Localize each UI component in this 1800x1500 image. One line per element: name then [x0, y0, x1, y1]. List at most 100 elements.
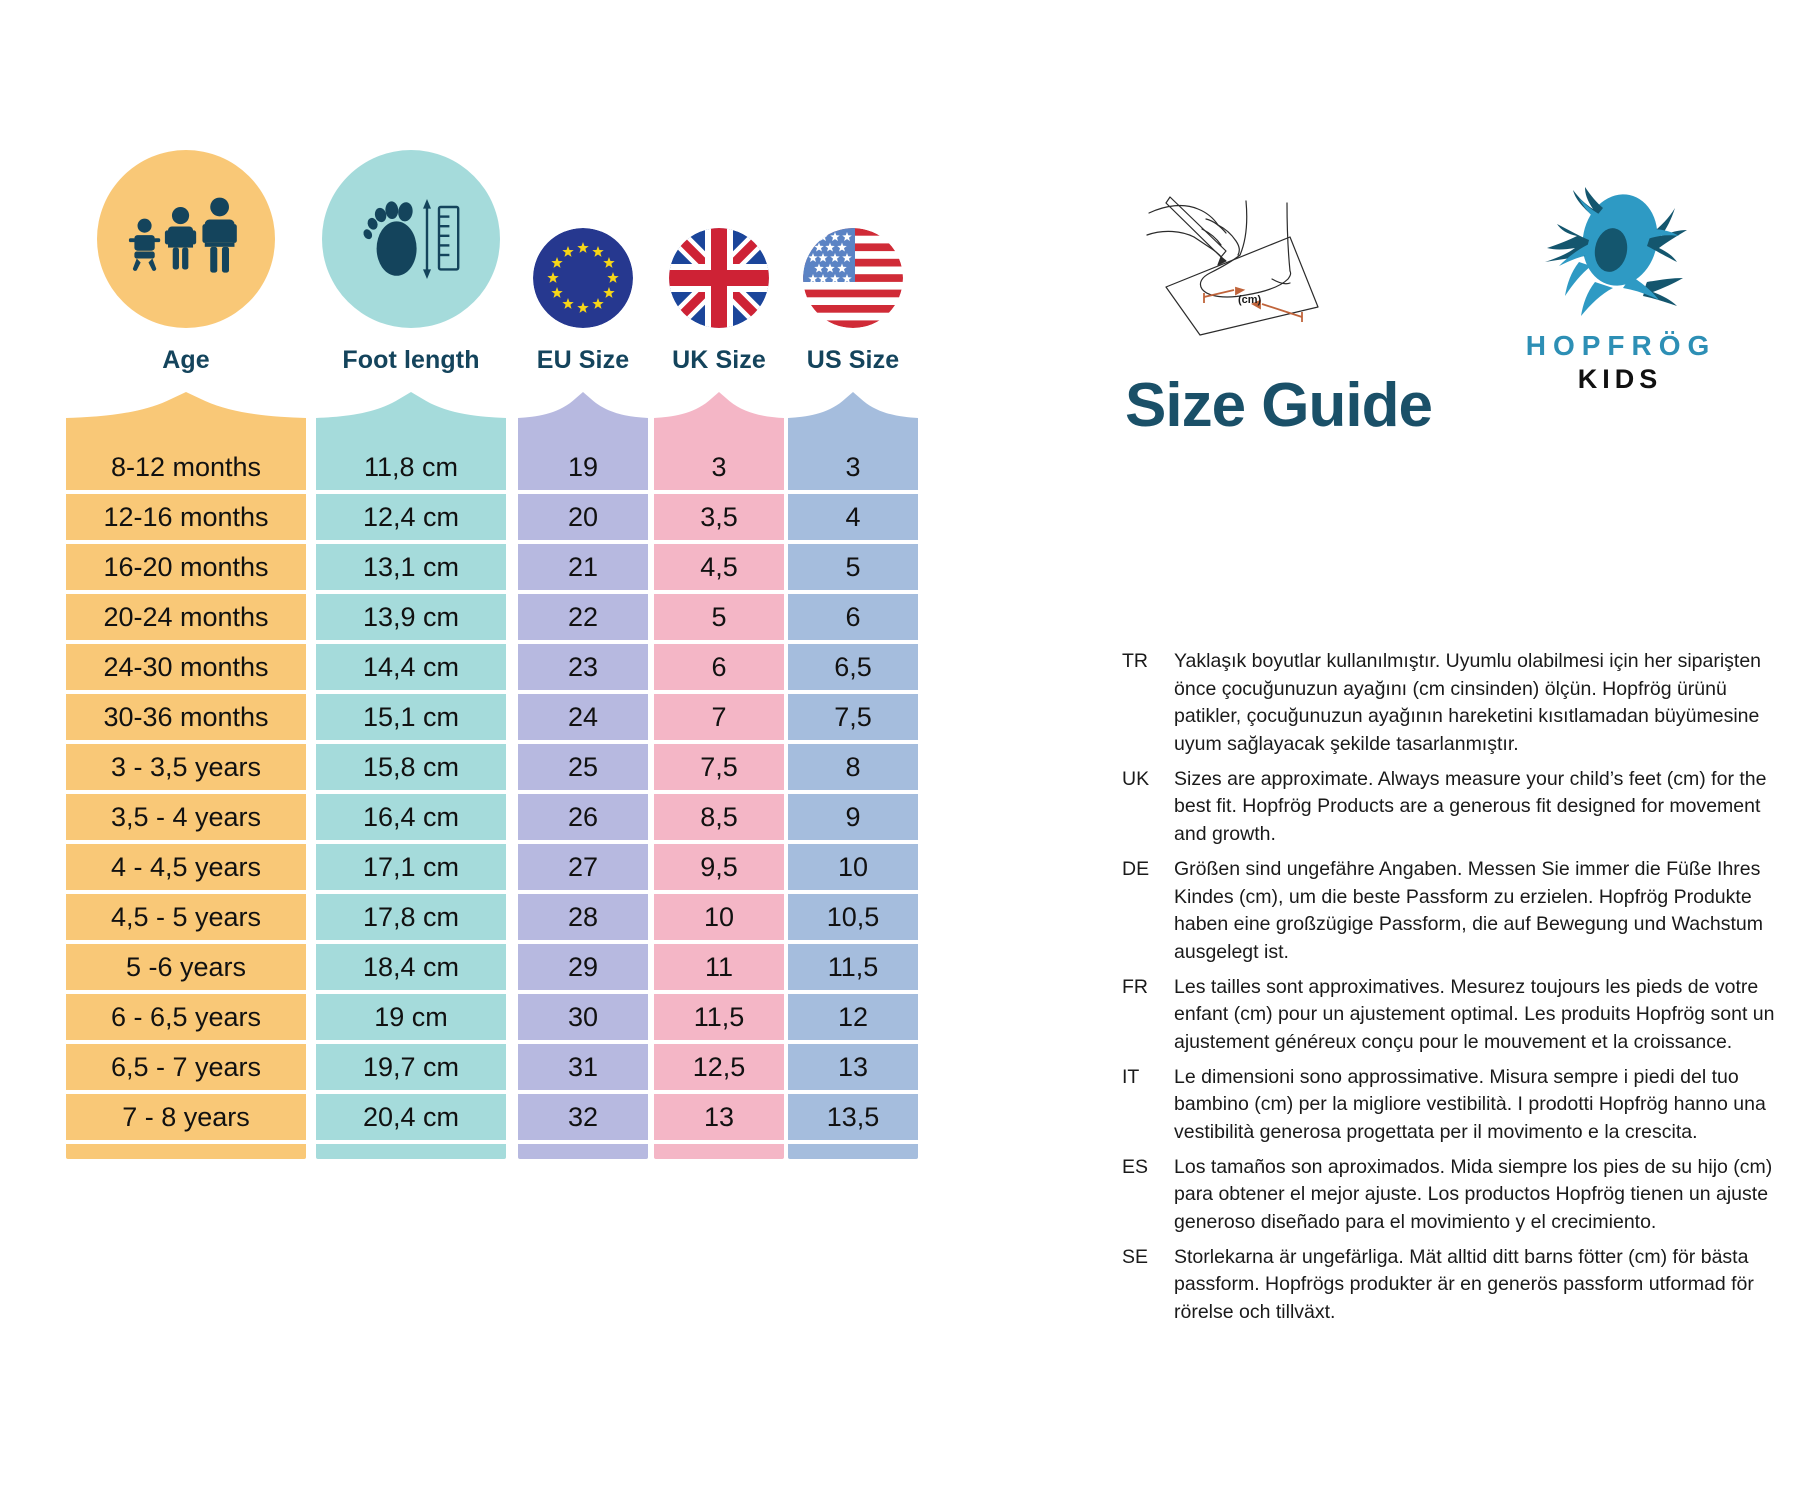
column-footer-foot [316, 1144, 506, 1159]
table-cell: 13,5 [788, 1094, 918, 1140]
language-note-text: Sizes are approximate. Always measure yo… [1174, 767, 1767, 846]
brand-sub: KIDS [1577, 364, 1663, 394]
column-footer-uk [654, 1144, 784, 1159]
table-cell: 21 [518, 544, 648, 590]
column-footer-eu [518, 1144, 648, 1159]
table-cell: 10,5 [788, 894, 918, 940]
table-cell: 11,8 cm [316, 444, 506, 490]
table-cell: 19,7 cm [316, 1044, 506, 1090]
language-code: DE [1122, 857, 1150, 880]
table-cell: 22 [518, 594, 648, 640]
language-note: TR Yaklaşık boyutlar kullanılmıştır. Uyum… [1122, 648, 1787, 759]
table-cell: 16-20 months [66, 544, 306, 590]
language-notes: TR Yaklaşık boyutlar kullanılmıştır. Uyum… [1122, 648, 1787, 1334]
column-header-banner-uk [654, 392, 784, 444]
table-cell: 5 [788, 544, 918, 590]
table-cell: 9,5 [654, 844, 784, 890]
table-cell: 12-16 months [66, 494, 306, 540]
table-cell: 3,5 [654, 494, 784, 540]
column-label-age: Age [162, 346, 210, 374]
table-cell: 17,1 cm [316, 844, 506, 890]
table-cell: 27 [518, 844, 648, 890]
language-note: SE Storlekarna är ungefärliga. Mät alltid… [1122, 1244, 1787, 1327]
table-cell: 10 [788, 844, 918, 890]
table-cell: 29 [518, 944, 648, 990]
table-cell: 3 - 3,5 years [66, 744, 306, 790]
table-cell: 6 [654, 644, 784, 690]
table-cell: 4,5 [654, 544, 784, 590]
table-cell: 20-24 months [66, 594, 306, 640]
language-note: UK Sizes are approximate. Always measure … [1122, 766, 1787, 849]
language-note: IT Le dimensioni sono approssimative. Mis… [1122, 1064, 1787, 1147]
table-cell: 7,5 [654, 744, 784, 790]
table-cell: 7,5 [788, 694, 918, 740]
language-code: SE [1122, 1245, 1149, 1268]
table-cell: 12 [788, 994, 918, 1040]
table-cell: 15,8 cm [316, 744, 506, 790]
table-cell: 30 [518, 994, 648, 1040]
language-code: IT [1122, 1065, 1140, 1088]
table-cell: 6,5 - 7 years [66, 1044, 306, 1090]
table-cell: 6,5 [788, 644, 918, 690]
column-label-us: US Size [806, 346, 900, 374]
column-header-banner-eu [518, 392, 648, 444]
table-cell: 16,4 cm [316, 794, 506, 840]
children-icon [97, 150, 275, 328]
foot-tracing-svg: (cm) [1146, 196, 1319, 336]
language-code: TR [1122, 650, 1148, 672]
frog-icon [1544, 187, 1687, 316]
table-cell: 4 - 4,5 years [66, 844, 306, 890]
table-cell: 13,9 cm [316, 594, 506, 640]
table-cell: 8 [788, 744, 918, 790]
footprint-ruler-icon [322, 150, 500, 328]
language-note: DE Größen sind ungefähre Angaben. Messen … [1122, 856, 1787, 967]
table-cell: 20 [518, 494, 648, 540]
page-title: Size Guide [1125, 371, 1433, 440]
table-cell: 20,4 cm [316, 1094, 506, 1140]
table-cell: 10 [654, 894, 784, 940]
table-cell: 11 [654, 944, 784, 990]
table-cell: 8-12 months [66, 444, 306, 490]
column-cells-foot: 11,8 cm 12,4 cm 13,1 cm 13,9 cm 14,4 cm 15,1 … [316, 444, 506, 1159]
table-cell: 11,5 [788, 944, 918, 990]
table-cell: 3 [654, 444, 784, 490]
table-cell: 5 [654, 594, 784, 640]
table-cell: 11,5 [654, 994, 784, 1040]
foot-tracing-illustration: (cm) [1122, 175, 1452, 340]
table-cell: 12,5 [654, 1044, 784, 1090]
language-note-text: Les tailles sont approximatives. Mesurez… [1174, 975, 1775, 1053]
measure-label: (cm) [1238, 294, 1262, 306]
language-note-text: Größen sind ungefähre Angaben. Messen Si… [1174, 857, 1763, 963]
table-cell: 24 [518, 694, 648, 740]
column-label-eu: EU Size [536, 346, 630, 374]
table-cell: 25 [518, 744, 648, 790]
table-cell: 19 cm [316, 994, 506, 1040]
table-cell: 12,4 cm [316, 494, 506, 540]
table-cell: 23 [518, 644, 648, 690]
table-cell: 4,5 - 5 years [66, 894, 306, 940]
table-cell: 15,1 cm [316, 694, 506, 740]
brand-name: HOPFRÖG [1525, 330, 1717, 361]
language-note: FR Les tailles sont approximatives. Mesur… [1122, 974, 1787, 1057]
size-table: Age 8-12 months 12-16 months 16-20 months 2… [66, 150, 1046, 1330]
language-code: ES [1122, 1155, 1149, 1178]
table-cell: 6 - 6,5 years [66, 994, 306, 1040]
language-note-text: Storlekarna är ungefärliga. Mät alltid d… [1174, 1245, 1754, 1324]
table-cell: 6 [788, 594, 918, 640]
table-cell: 28 [518, 894, 648, 940]
table-cell: 7 - 8 years [66, 1094, 306, 1140]
column-header-banner-us [788, 392, 918, 444]
language-note: ES Los tamaños son aproximados. Mida siem… [1122, 1154, 1787, 1237]
column-label-foot: Foot length [342, 346, 480, 374]
table-cell: 8,5 [654, 794, 784, 840]
brand-logo: HOPFRÖG KIDS [1505, 178, 1730, 394]
column-cells-us: 3 4 5 6 6,5 7,5 8 9 10 10,5 11,5 12 13 13,5 [788, 444, 918, 1159]
table-cell: 30-36 months [66, 694, 306, 740]
table-cell: 14,4 cm [316, 644, 506, 690]
table-cell: 3,5 - 4 years [66, 794, 306, 840]
table-cell: 24-30 months [66, 644, 306, 690]
column-label-uk: UK Size [672, 346, 766, 374]
column-cells-eu: 19 20 21 22 23 24 25 26 27 28 29 30 31 32 [518, 444, 648, 1159]
us-flag-icon [803, 228, 903, 328]
